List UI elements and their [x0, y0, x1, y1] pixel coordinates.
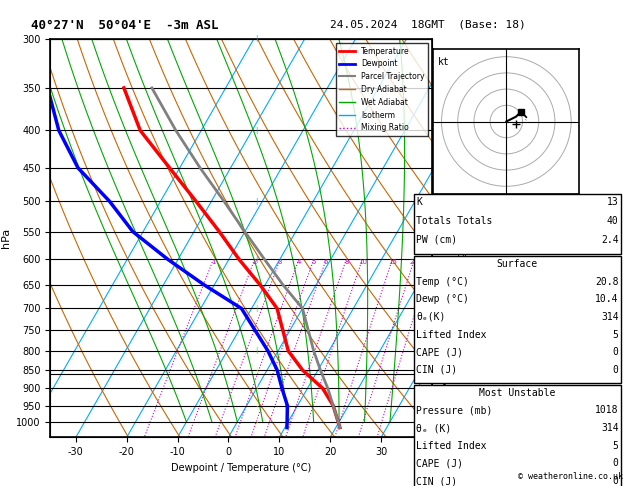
- Text: 10.4: 10.4: [595, 294, 618, 304]
- Text: 0: 0: [613, 476, 618, 486]
- Text: Totals Totals: Totals Totals: [416, 216, 493, 226]
- Text: |: |: [255, 418, 258, 425]
- Text: |: |: [255, 385, 258, 392]
- Text: Temp (°C): Temp (°C): [416, 277, 469, 287]
- Text: 8: 8: [344, 260, 348, 265]
- Text: Pressure (mb): Pressure (mb): [416, 405, 493, 416]
- Text: 24.05.2024  18GMT  (Base: 18): 24.05.2024 18GMT (Base: 18): [330, 19, 526, 30]
- Text: CIN (J): CIN (J): [416, 476, 457, 486]
- Text: 13: 13: [607, 197, 618, 207]
- Text: 40: 40: [607, 216, 618, 226]
- Text: 4: 4: [297, 260, 301, 265]
- Text: |: |: [255, 35, 258, 42]
- Text: 0: 0: [613, 365, 618, 375]
- Text: Dewp (°C): Dewp (°C): [416, 294, 469, 304]
- Text: 20: 20: [410, 260, 419, 265]
- Text: 6: 6: [324, 260, 328, 265]
- FancyBboxPatch shape: [414, 194, 621, 254]
- Text: © weatheronline.co.uk: © weatheronline.co.uk: [518, 472, 623, 481]
- Text: 10: 10: [358, 260, 367, 265]
- Text: 314: 314: [601, 312, 618, 322]
- Text: 5: 5: [311, 260, 316, 265]
- Text: Most Unstable: Most Unstable: [479, 388, 555, 398]
- Text: 0: 0: [613, 458, 618, 469]
- Text: 0: 0: [613, 347, 618, 357]
- Legend: Temperature, Dewpoint, Parcel Trajectory, Dry Adiabat, Wet Adiabat, Isotherm, Mi: Temperature, Dewpoint, Parcel Trajectory…: [335, 43, 428, 136]
- Y-axis label: km
ASL: km ASL: [454, 229, 475, 247]
- Text: Lifted Index: Lifted Index: [416, 330, 487, 340]
- Text: 5: 5: [613, 441, 618, 451]
- Text: |: |: [255, 256, 258, 263]
- Text: Lifted Index: Lifted Index: [416, 441, 487, 451]
- Text: CAPE (J): CAPE (J): [416, 458, 463, 469]
- Text: CIN (J): CIN (J): [416, 365, 457, 375]
- Text: 1018: 1018: [595, 405, 618, 416]
- Text: θₑ(K): θₑ(K): [416, 312, 445, 322]
- Text: 2: 2: [252, 260, 257, 265]
- Text: 40°27'N  50°04'E  -3m ASL: 40°27'N 50°04'E -3m ASL: [31, 19, 219, 33]
- Text: PW (cm): PW (cm): [416, 235, 457, 245]
- Text: |: |: [255, 198, 258, 205]
- Text: |: |: [255, 305, 258, 312]
- FancyBboxPatch shape: [414, 256, 621, 382]
- Text: 2.4: 2.4: [601, 235, 618, 245]
- Y-axis label: hPa: hPa: [1, 228, 11, 248]
- FancyBboxPatch shape: [414, 385, 621, 486]
- Text: 20.8: 20.8: [595, 277, 618, 287]
- Text: CAPE (J): CAPE (J): [416, 347, 463, 357]
- Text: θₑ (K): θₑ (K): [416, 423, 452, 433]
- Text: Mixing Ratio (g/kg): Mixing Ratio (g/kg): [457, 192, 467, 284]
- Text: 314: 314: [601, 423, 618, 433]
- Text: LCL: LCL: [415, 363, 430, 372]
- Text: Surface: Surface: [497, 259, 538, 269]
- Text: |: |: [255, 127, 258, 134]
- Text: 3: 3: [278, 260, 282, 265]
- Text: kt: kt: [438, 57, 450, 67]
- Text: 25: 25: [427, 260, 436, 265]
- Text: LCL: LCL: [440, 369, 455, 379]
- Text: |: |: [255, 366, 258, 374]
- Text: 5: 5: [613, 330, 618, 340]
- Text: 1: 1: [211, 260, 216, 265]
- Text: 15: 15: [388, 260, 397, 265]
- Text: |: |: [255, 402, 258, 409]
- X-axis label: Dewpoint / Temperature (°C): Dewpoint / Temperature (°C): [171, 463, 311, 473]
- Text: K: K: [416, 197, 422, 207]
- Text: |: |: [255, 347, 258, 354]
